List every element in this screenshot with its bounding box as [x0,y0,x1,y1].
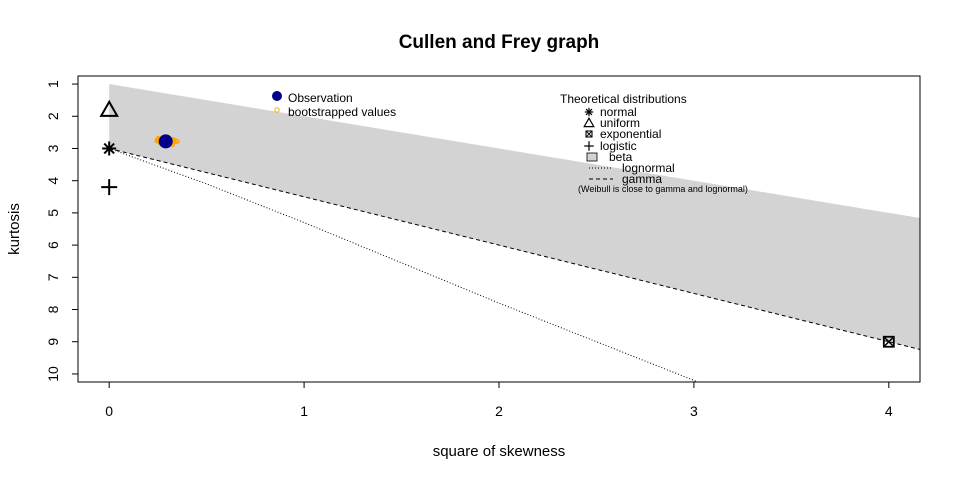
legend-uniform-symbol [583,116,595,128]
normal-point-stroke [103,142,115,155]
legend-uniform-label: uniform [600,116,640,130]
normal-point [102,141,117,156]
legend-normal-label: normal [600,105,637,119]
legend-theoretical: Theoretical distributionsnormaluniformex… [560,92,748,194]
legend-beta-symbol [586,152,598,162]
x-axis-label: square of skewness [433,443,566,460]
legend-exponential-symbol-box [585,130,593,138]
legend-weibull-note: (Weibull is close to gamma and lognormal… [578,184,748,194]
x-tick-label: 0 [105,403,113,419]
legend-normal-symbol-stroke [585,108,593,116]
legend-logistic-label: logistic [600,139,637,153]
x-tick-label: 4 [885,403,893,419]
legend-uniform-symbol-shape [583,116,595,128]
plot-area [99,84,920,382]
y-tick-label: 4 [45,177,61,185]
legend-exponential-symbol [585,130,593,138]
legend-observation-symbol [272,91,282,101]
y-tick-label: 3 [45,144,61,152]
legend-bootstrap-symbol [274,107,280,113]
uniform-point-shape [99,99,119,117]
legend-exponential-label: exponential [600,127,661,141]
legend-observation-label: Observation [288,91,353,105]
y-tick-label: 10 [45,366,61,382]
x-tick-label: 2 [495,403,503,419]
chart-title: Cullen and Frey graph [399,32,600,53]
logistic-point [101,179,118,196]
y-tick-label: 1 [45,80,61,88]
beta-region [109,84,920,350]
y-tick-label: 9 [45,338,61,346]
y-tick-label: 7 [45,273,61,281]
y-axis-label: kurtosis [6,203,23,255]
x-tick-label: 1 [300,403,308,419]
y-axis: 1 2 3 4 5 6 7 8 9 10 [45,80,79,382]
exponential-point-d2 [883,336,895,348]
y-tick-label: 8 [45,305,61,313]
legend-beta-label: beta [609,150,633,164]
legend-theory-title: Theoretical distributions [560,92,687,106]
exponential-point-box [882,335,895,348]
lognormal-line [109,148,700,382]
x-tick-label: 3 [690,403,698,419]
y-tick-label: 2 [45,112,61,120]
y-tick-label: 6 [45,241,61,249]
uniform-point [99,99,119,117]
legend-logistic-symbol [584,141,594,151]
x-axis: 0 1 2 3 4 [105,381,893,419]
legend-normal-symbol [584,107,594,117]
exponential-point [882,335,895,348]
legend-gamma-label: gamma [622,172,662,186]
legend-bootstrap-label: bootstrapped values [288,105,396,119]
y-tick-label: 5 [45,209,61,217]
observation-point [158,134,173,149]
gamma-line [109,147,920,350]
legend-exponential-symbol-d2 [585,130,593,138]
legend-lognormal-label: lognormal [622,161,675,175]
